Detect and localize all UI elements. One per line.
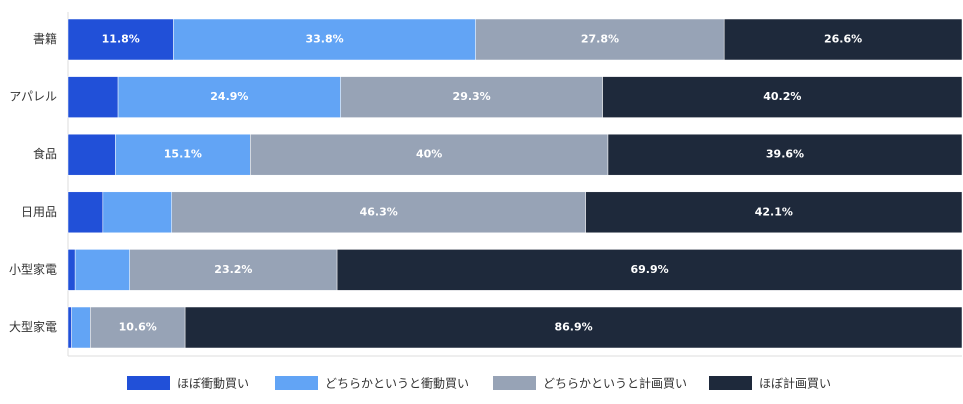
bar-segment — [71, 306, 91, 349]
data-label: 69.9% — [630, 263, 668, 276]
legend-label: どちらかというと衝動買い — [325, 377, 469, 391]
bar-segment — [173, 18, 476, 61]
y-tick-label: 小型家電 — [9, 261, 57, 276]
bar-segment — [585, 191, 963, 234]
bar-segment — [74, 249, 130, 291]
bar-segment — [475, 18, 725, 61]
data-label: 15.1% — [164, 148, 202, 161]
data-label: 10.6% — [119, 321, 157, 334]
bar-segment — [607, 133, 963, 176]
data-label: 11.8% — [102, 33, 140, 46]
bar-segment — [171, 191, 586, 234]
data-label: 46.3% — [360, 205, 398, 218]
bar-segment — [67, 18, 174, 61]
y-tick-label: アパレル — [9, 90, 57, 104]
data-label: 23.2% — [214, 263, 252, 276]
bar-segment — [67, 249, 76, 291]
bar-segment — [90, 306, 186, 349]
bar-segment — [723, 18, 963, 61]
y-tick-label: 日用品 — [21, 205, 57, 219]
legend-label: ほぼ衝動買い — [177, 377, 249, 391]
bar-segment — [67, 191, 104, 234]
data-label: 39.6% — [766, 148, 804, 161]
bar-segment — [340, 76, 603, 118]
bar-segment — [184, 306, 963, 349]
legend-swatch — [127, 376, 170, 390]
y-tick-label: 大型家電 — [9, 319, 57, 334]
bar-segment — [250, 133, 609, 176]
legend-swatch — [709, 376, 752, 390]
data-label: 40.2% — [763, 90, 801, 103]
bar-segment — [67, 76, 119, 118]
data-label: 33.8% — [305, 33, 343, 46]
bar-segment — [67, 306, 72, 349]
data-label: 26.6% — [824, 33, 862, 46]
legend-swatch — [275, 376, 318, 390]
legend-swatch — [493, 376, 536, 390]
bar-segment — [102, 191, 172, 234]
bar-segment — [129, 249, 338, 291]
legend-label: どちらかというと計画買い — [543, 376, 687, 391]
data-label: 40% — [416, 148, 442, 161]
data-label: 86.9% — [554, 321, 592, 334]
data-label: 24.9% — [210, 90, 248, 103]
bar-segment — [602, 76, 963, 118]
bar-segment — [336, 249, 963, 291]
data-label: 29.3% — [453, 90, 491, 103]
bar-segment — [67, 133, 116, 176]
bar-segment — [115, 133, 251, 176]
y-tick-label: 食品 — [33, 146, 57, 161]
y-tick-label: 書籍 — [33, 31, 57, 46]
data-label: 27.8% — [581, 33, 619, 46]
data-label: 42.1% — [755, 205, 793, 218]
legend-label: ほぼ計画買い — [759, 376, 831, 391]
